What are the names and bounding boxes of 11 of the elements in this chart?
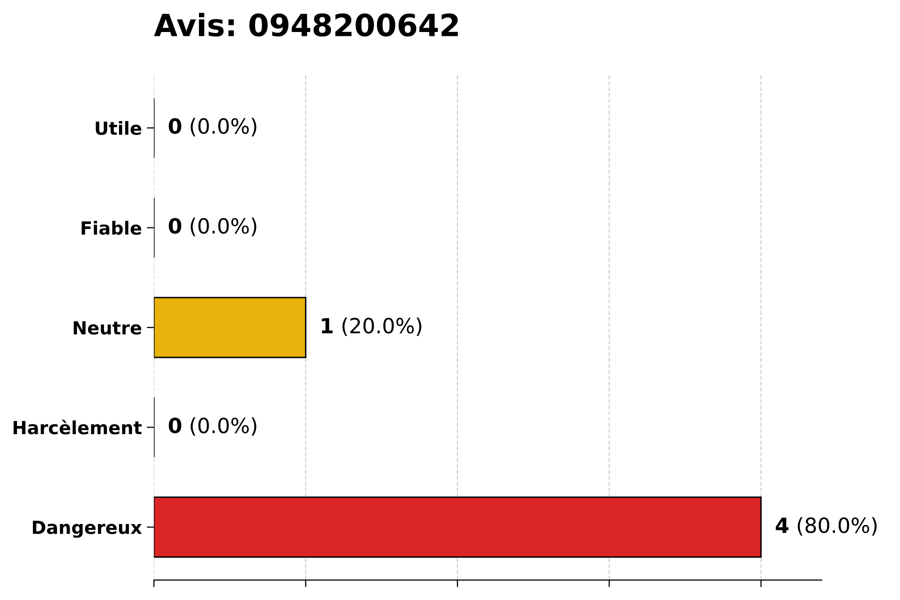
data-label: 0 (0.0%) — [168, 417, 256, 436]
y-tick-label: Harcèlement — [14, 420, 142, 434]
data-label: 4 (80.0%) — [776, 517, 877, 536]
data-label: 0 (0.0%) — [168, 218, 256, 236]
y-tick-label: Utile — [96, 121, 142, 136]
data-label: 0 (0.0%) — [168, 118, 256, 136]
data-label: 1 (20.0%) — [322, 317, 422, 336]
y-tick-label: Dangereux — [32, 520, 142, 538]
chart-title: Avis: 0948200642 — [154, 12, 458, 37]
y-tick-label: Fiable — [82, 220, 142, 235]
y-tick-label: Neutre — [74, 321, 142, 335]
